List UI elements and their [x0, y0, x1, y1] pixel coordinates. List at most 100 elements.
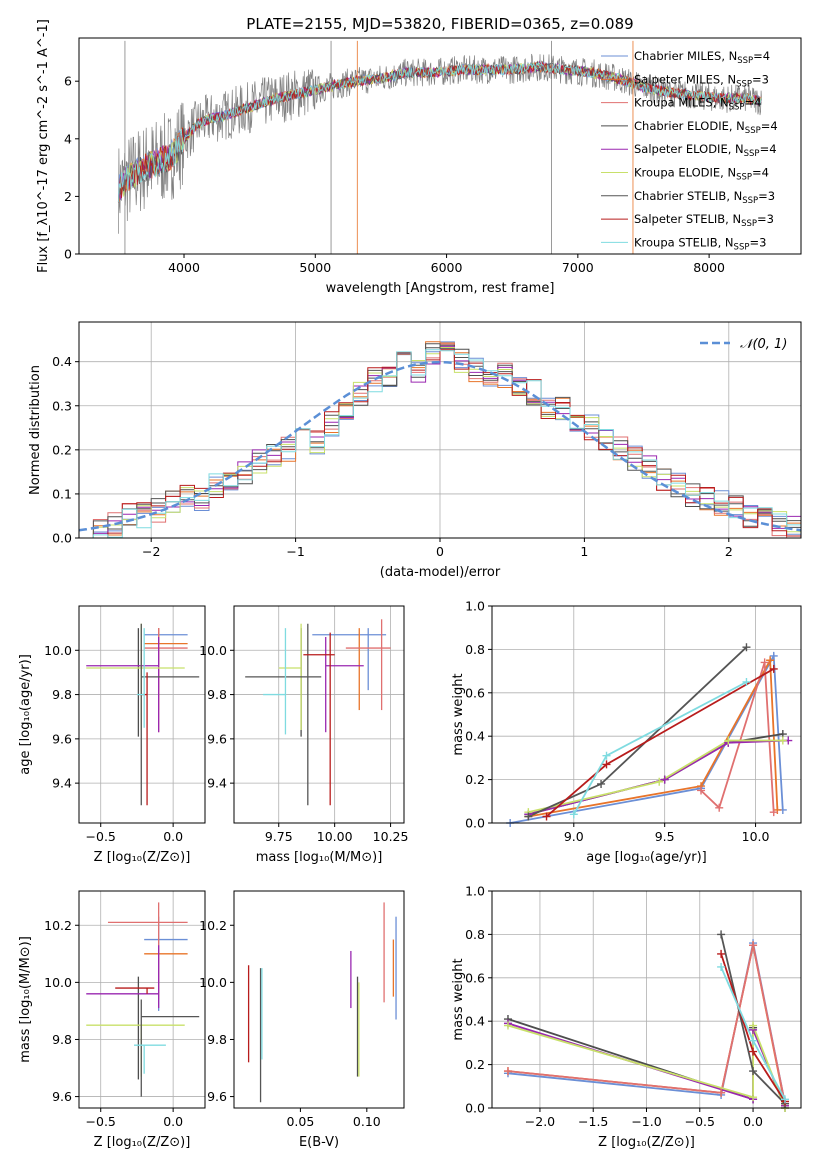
y-tick-label: 10.0: [44, 643, 72, 658]
y-axis-label: age [log₁₀(age/yr)]: [18, 654, 33, 775]
weight-series: [507, 1024, 786, 1108]
plot-area-mass-weight-vs-z: [507, 934, 786, 1108]
y-axis-label: mass weight: [451, 958, 466, 1040]
y-tick-label: 9.6: [52, 731, 72, 746]
legend-sub: SSP: [736, 79, 752, 89]
panel-mass-vs-ebv: 0.05 0.10 9.6 9.8 10.0 10.2 E(B-V): [199, 890, 405, 1150]
panel-mass-vs-z: −0.5 0.0 9.6 9.8 10.0 10.2 Z [log₁₀(Z/Z⊙)] mass…: [18, 890, 206, 1150]
y-tick-label: 0.4: [465, 1014, 485, 1029]
legend-label: Chabrier ELODIE, NSSP=4: [634, 119, 778, 136]
x-tick-label: 9.75: [265, 829, 293, 844]
data-point: [742, 677, 751, 686]
y-tick-label: 9.8: [52, 687, 72, 702]
axes-frame: [78, 37, 802, 255]
x-tick-label: 2: [725, 544, 733, 559]
legend-tail: =3: [757, 212, 774, 226]
data-point: [778, 736, 787, 745]
legend-label: Chabrier STELIB, NSSP=3: [634, 189, 775, 206]
x-tick-label: 0.05: [286, 1114, 314, 1129]
y-tick-label: 0.2: [465, 772, 485, 787]
legend-label: 𝒩(0, 1): [740, 337, 787, 352]
legend-label: Kroupa STELIB, NSSP=3: [634, 235, 766, 252]
plot-area-age-vs-mass: [245, 619, 391, 806]
legend-tail: =4: [760, 142, 777, 156]
plot-area-age-vs-z: [86, 623, 200, 806]
x-tick-label: 0.0: [743, 1114, 763, 1129]
legend-sub: SSP: [742, 196, 758, 206]
x-tick-label: 5000: [299, 260, 331, 275]
y-tick-label: 0.8: [465, 927, 485, 942]
axes-frame: [491, 605, 802, 824]
plot-area-residuals: [79, 341, 801, 538]
x-axis-label: Z [log₁₀(Z/Z⊙)]: [94, 1135, 191, 1150]
x-tick-label: 0.0: [163, 829, 183, 844]
data-point: [724, 736, 733, 745]
x-axis-label: Z [log₁₀(Z/Z⊙)]: [94, 850, 191, 865]
x-tick-label: 7000: [562, 260, 594, 275]
y-tick-label: 1.0: [465, 884, 485, 899]
plot-area-spectrum: [117, 40, 762, 254]
panel-age-vs-z: −0.5 0.0 9.4 9.6 9.8 10.0 Z [log₁₀(Z/Z⊙)] age […: [18, 605, 206, 865]
panel-mass-weight-vs-age: 9.0 9.5 10.0 0.0 0.2 0.4 0.6 0.8 1.0 age [log₁₀(a…: [451, 599, 802, 865]
data-point: [769, 664, 778, 673]
x-tick-label: 8000: [693, 260, 725, 275]
axes-frame: [78, 890, 206, 1109]
x-axis-label: (data-model)/error: [380, 565, 501, 580]
data-point: [769, 808, 778, 817]
model-spectrum: [117, 61, 762, 203]
weight-series: [528, 733, 783, 816]
y-tick-label: 10.2: [44, 918, 72, 933]
panel-age-vs-mass: 9.75 10.00 10.25 9.4 9.6 9.8 10.0 mass [log₁₀(M…: [199, 605, 409, 865]
data-point: [717, 1088, 726, 1097]
legend-label: Kroupa ELODIE, NSSP=4: [634, 166, 769, 183]
legend-tail: =3: [749, 235, 766, 249]
x-tick-label: −0.5: [86, 1114, 116, 1129]
y-tick-label: 0.0: [465, 816, 485, 831]
x-tick-label: −2.0: [525, 1114, 555, 1129]
legend-sub: SSP: [734, 242, 750, 252]
data-point: [766, 656, 775, 665]
data-point: [749, 941, 758, 950]
legend-tail: =4: [744, 96, 761, 110]
x-tick-label: 9.5: [655, 829, 675, 844]
data-point: [542, 812, 551, 821]
x-tick-label: 10.0: [742, 829, 770, 844]
data-point: [715, 803, 724, 812]
panel-mass-weight-vs-z: −2.0 −1.5 −1.0 −0.5 0.0 0.0 0.2 0.4 0.6 0.8 1.0 Z […: [451, 884, 802, 1150]
y-tick-label: 10.2: [199, 918, 227, 933]
data-point: [749, 1047, 758, 1056]
x-tick-label: 0: [436, 544, 444, 559]
data-point: [569, 810, 578, 819]
y-tick-label: 0.8: [465, 642, 485, 657]
data-point: [749, 1093, 758, 1102]
histogram-series: [79, 343, 801, 538]
weight-series: [528, 646, 748, 818]
y-tick-label: 9.4: [207, 776, 227, 791]
y-tick-label: 9.6: [207, 1089, 227, 1104]
axes-frame: [233, 605, 405, 824]
x-axis-label: E(B-V): [299, 1135, 339, 1150]
x-tick-label: 6000: [431, 260, 463, 275]
x-tick-label: 0.0: [163, 1114, 183, 1129]
data-point: [760, 658, 769, 667]
panel-residuals: 𝒩(0, 1) −2 −1 0 1 2 0.0 0.1 0.2 0.3 0.4 (data-model…: [28, 321, 802, 580]
y-tick-label: 9.8: [207, 687, 227, 702]
legend-tail: =4: [752, 166, 769, 180]
x-tick-label: 1: [580, 544, 588, 559]
data-point: [602, 751, 611, 760]
plot-area-mass-vs-ebv: [247, 902, 397, 1103]
data-point: [717, 962, 726, 971]
data-point: [697, 786, 706, 795]
y-tick-label: 0.2: [52, 442, 72, 457]
y-tick-label: 0.4: [52, 354, 72, 369]
y-axis-label: Normed distribution: [28, 365, 43, 495]
y-tick-label: 0.6: [465, 970, 485, 985]
legend-sub: SSP: [745, 126, 761, 136]
y-tick-label: 0.3: [52, 398, 72, 413]
data-point: [524, 812, 533, 821]
legend-label: Chabrier MILES, NSSP=4: [634, 49, 770, 66]
data-point: [655, 777, 664, 786]
x-tick-label: 10.25: [373, 829, 409, 844]
x-tick-label: 0.10: [353, 1114, 381, 1129]
